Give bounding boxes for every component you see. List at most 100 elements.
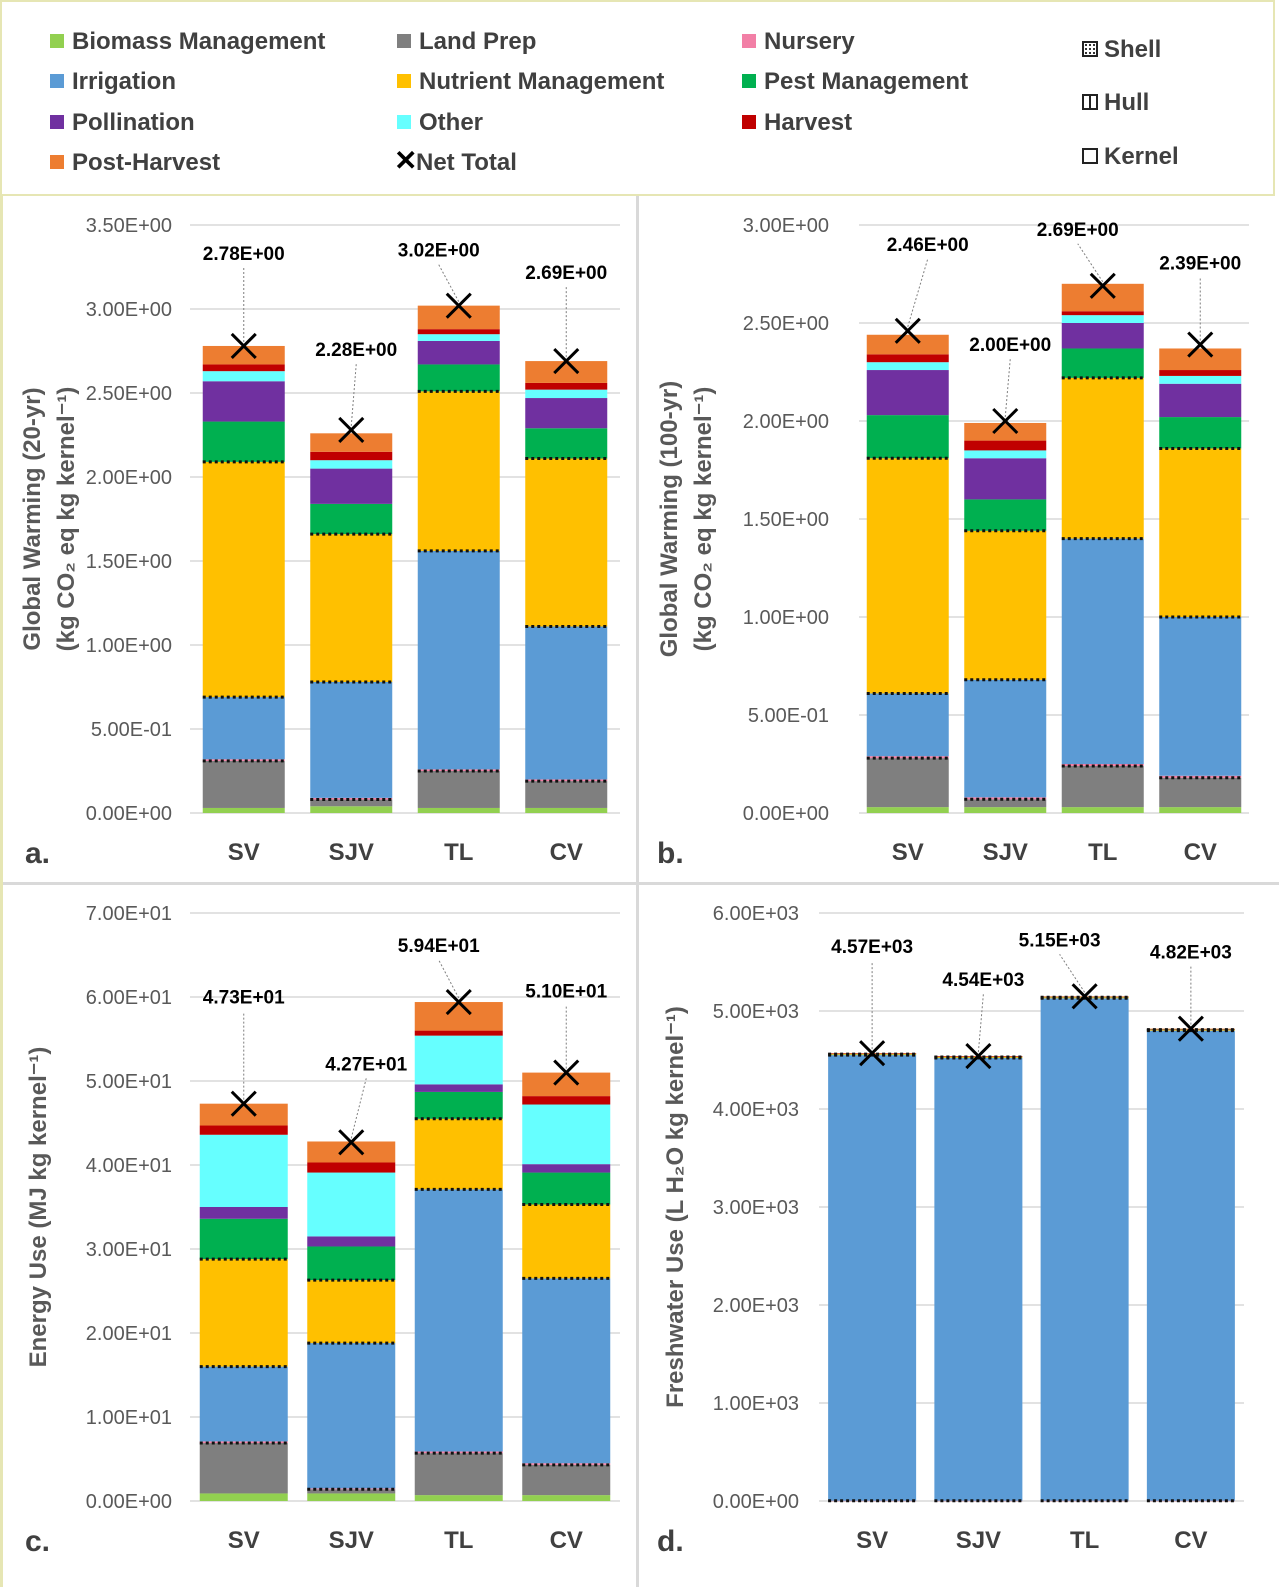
bar-segment-pollination (866, 370, 949, 416)
y-tick-label: 3.00E+00 (86, 299, 172, 321)
bar-segment-nursery (525, 779, 608, 782)
x-category-label: SV (228, 1527, 260, 1554)
bar-segment-pest (1159, 417, 1242, 449)
x-category-label: SV (856, 1527, 888, 1554)
bar-segment-pollination (964, 458, 1047, 500)
legend-pattern-shell: Shell (1082, 36, 1161, 64)
net-total-marker (894, 317, 921, 344)
bar-segment-pest (522, 1172, 611, 1205)
y-tick-label: 1.00E+03 (713, 1393, 799, 1415)
net-total-label: 2.78E+00 (203, 244, 285, 265)
y-tick-label: 4.00E+01 (86, 1155, 172, 1177)
y-tick-label: 2.50E+00 (743, 313, 829, 335)
net-total-marker (338, 1129, 365, 1156)
y-tick-label: 4.00E+03 (713, 1099, 799, 1121)
bar-segment-nutrient (522, 1204, 611, 1279)
legend-swatch-pollination (50, 114, 64, 129)
bar-segment-nursery (417, 769, 500, 771)
legend-swatch-harvest (742, 114, 756, 129)
x-category-label: SJV (329, 1527, 374, 1554)
bar-segment-nutrient (414, 1118, 503, 1190)
y-tick-label: 0.00E+00 (86, 803, 172, 825)
bar-segment-pollination (417, 340, 500, 365)
bar-segment-postharvest (1159, 348, 1242, 371)
y-axis-title: Energy Use (MJ kg kernel⁻¹) (25, 1047, 52, 1368)
bar-segment-postharvest (310, 433, 393, 452)
net-total-label: 4.73E+01 (203, 988, 285, 1009)
x-category-label: CV (550, 1527, 583, 1554)
bar-segment-harvest (414, 1030, 503, 1036)
chart-panel-d: 0.00E+00 1.00E+03 2.00E+03 3.00E+03 4.00E+03… (639, 885, 1275, 1587)
net-total-label: 4.82E+03 (1150, 943, 1232, 964)
panel-letter: a. (25, 837, 50, 870)
bar-segment-pest (307, 1246, 396, 1281)
bar-segment-irrigation (964, 679, 1047, 798)
chart-svg: 0.00E+00 5.00E-01 1.00E+00 1.50E+00 2.00E+00… (19, 215, 620, 870)
bar-segment-landprep (417, 771, 500, 808)
legend-swatch-landprep (397, 33, 411, 48)
bar-segment-irrigation (525, 626, 608, 780)
bar-segment-nursery (866, 756, 949, 759)
bar-segment-pest (199, 1218, 288, 1260)
y-tick-label: 5.00E+01 (86, 1071, 172, 1093)
legend: Biomass Management Land Prep Nursery Irr… (0, 0, 1275, 196)
y-axis-title-line2: (kg CO₂ eq kg kernel⁻¹) (53, 387, 80, 652)
net-total-leader (1077, 243, 1104, 283)
bar-segment-irrigation (199, 1366, 288, 1442)
bar-segment-biomass (202, 807, 285, 813)
bar-segment-pollination (202, 381, 285, 422)
net-total-leader (438, 264, 460, 302)
legend-item-biomass: Biomass Management (50, 28, 325, 56)
net-total-label: 2.46E+00 (887, 235, 969, 256)
bar-segment-landprep (522, 1464, 611, 1496)
bar-segment-harvest (202, 364, 285, 372)
bar-segment-pollination (307, 1236, 396, 1247)
panel-letter: b. (657, 837, 684, 870)
bar-segment-postharvest (522, 1072, 611, 1097)
x-category-label: CV (550, 839, 583, 866)
bar-segment-irrigation (1061, 538, 1144, 764)
legend-label: Hull (1104, 89, 1150, 116)
net-total-leader (1059, 954, 1086, 993)
bar-segment-nutrient (202, 461, 285, 698)
net-total-marker (445, 988, 472, 1016)
y-tick-label: 1.00E+01 (86, 1407, 172, 1429)
bar-segment-other (417, 334, 500, 341)
bar-segment-nutrient (307, 1280, 396, 1344)
panel-letter: c. (25, 1525, 50, 1558)
net-total-marker (1089, 272, 1116, 299)
legend-label: Kernel (1104, 143, 1179, 170)
y-tick-label: 6.00E+01 (86, 987, 172, 1009)
legend-item-pest: Pest Management (742, 68, 968, 96)
net-total-label: 4.27E+01 (325, 1054, 407, 1075)
y-tick-label: 3.00E+00 (743, 215, 829, 237)
legend-label: Nursery (764, 28, 855, 55)
y-axis-title: Global Warming (100-yr) (656, 381, 683, 658)
y-tick-label: 1.50E+00 (743, 509, 829, 531)
bar-segment-other (964, 450, 1047, 459)
net-total-leader (438, 959, 460, 999)
bar-segment-other (199, 1134, 288, 1207)
bar-segment-nutrient (525, 458, 608, 627)
net-total-leader (350, 363, 357, 427)
bar-segment-biomass (866, 807, 949, 813)
legend-label: Harvest (764, 109, 853, 136)
net-total-label: 4.54E+03 (942, 970, 1024, 991)
bar-segment-pest (1061, 348, 1144, 378)
legend-swatch-postharvest (50, 154, 64, 169)
y-tick-label: 1.50E+00 (86, 551, 172, 573)
bar-segment-pollination (522, 1164, 611, 1173)
legend-label: Pollination (72, 109, 195, 136)
legend-item-net-total: ✕Net Total (394, 147, 517, 177)
bar-segment-landprep (414, 1453, 503, 1496)
y-tick-label: 2.00E+01 (86, 1323, 172, 1345)
hull-pattern-icon (1082, 93, 1098, 110)
bar-segment-biomass (1159, 807, 1242, 813)
bar-segment-pest (414, 1091, 503, 1119)
bar-segment-pollination (414, 1084, 503, 1092)
bar-segment-pest (417, 364, 500, 392)
bar-segment-other (525, 389, 608, 399)
chart-svg: 0.00E+00 5.00E-01 1.00E+00 1.50E+00 2.00E+00… (656, 215, 1249, 870)
bar-segment-irrigation (1040, 998, 1129, 1501)
